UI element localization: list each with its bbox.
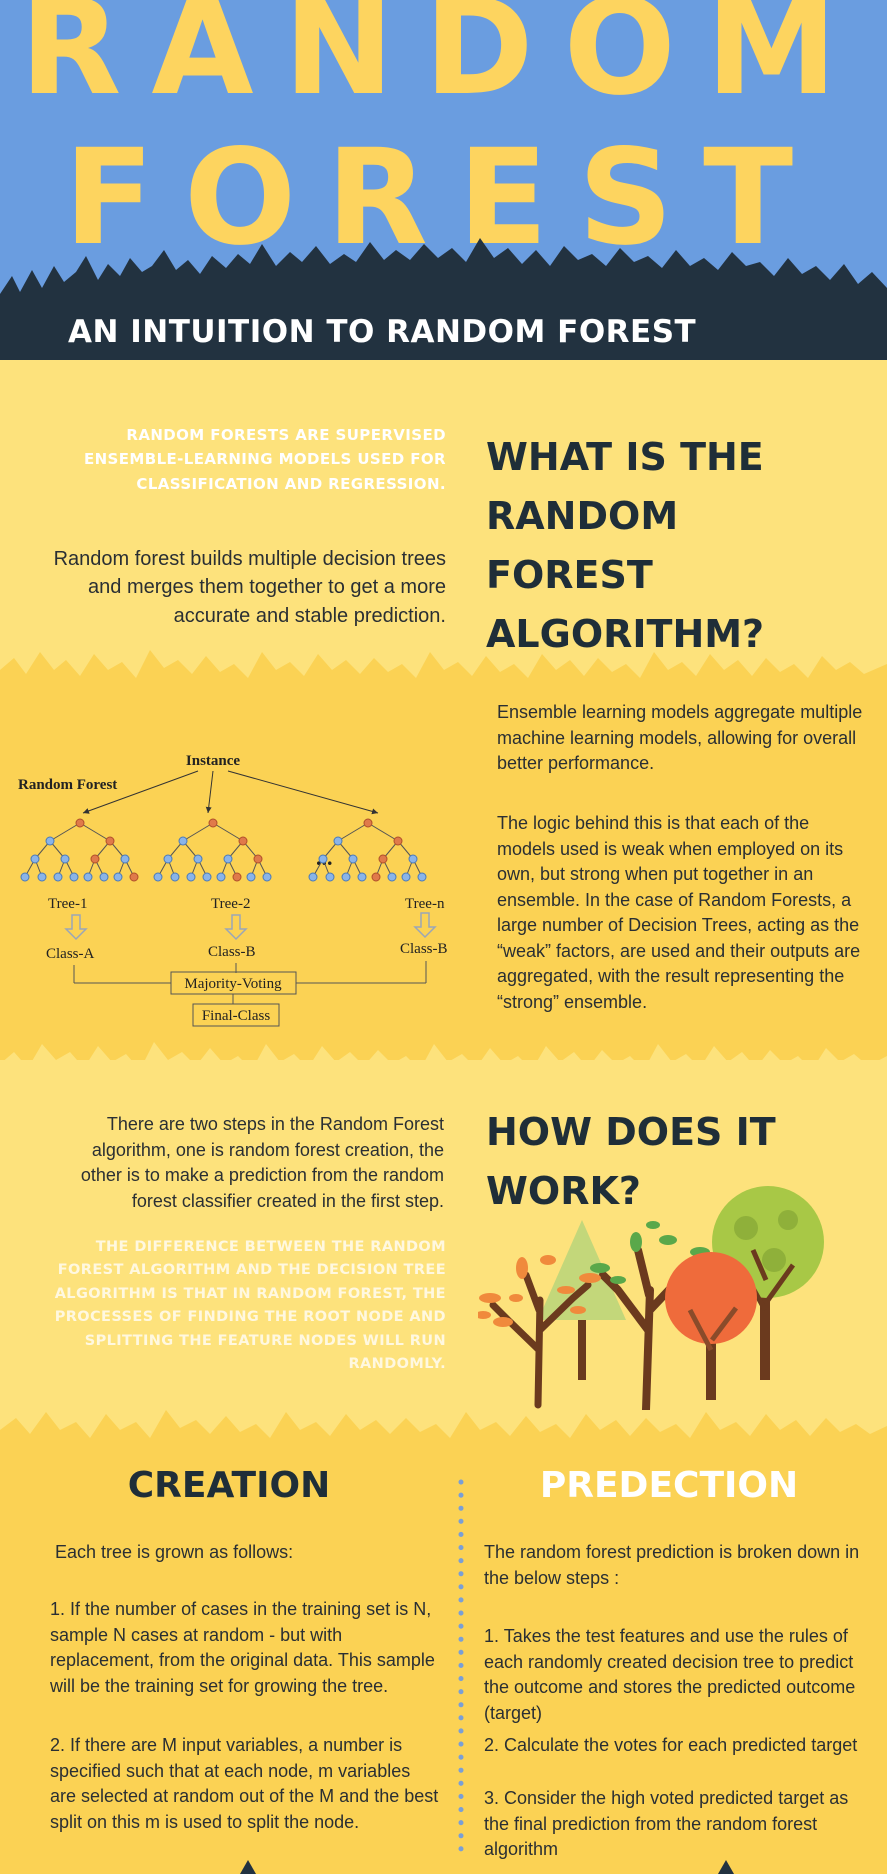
creation-step-2: 2. If there are M input variables, a num…	[50, 1735, 439, 1832]
diagram-random-forest-label: Random Forest	[18, 777, 117, 793]
what-paragraph: Random forest builds multiple decision t…	[53, 548, 446, 627]
random-forest-diagram: Instance Random Forest	[18, 753, 448, 1027]
how-caps-note: THE DIFFERENCE BETWEEN THE RANDOM FOREST…	[54, 1239, 446, 1373]
orange-round-tree-icon	[665, 1252, 757, 1400]
prediction-step-3: 3. Consider the high voted predicted tar…	[484, 1788, 849, 1860]
creation-heading: CREATION	[127, 1465, 331, 1506]
creation-intro: Each tree is grown as follows:	[55, 1542, 294, 1562]
treeline-divider-middle	[0, 1042, 887, 1090]
diagram-class-label: Class-B	[400, 941, 448, 957]
diagram-final-label: Final-Class	[202, 1008, 270, 1024]
diagram-voting-label: Majority-Voting	[184, 976, 282, 992]
diagram-class-label: Class-B	[208, 944, 256, 960]
diagram-tree-label: Tree-1	[48, 896, 87, 912]
trees-illustration	[478, 1186, 824, 1410]
header-title-line2: FOREST	[63, 121, 824, 275]
prediction-heading: PREDECTION	[539, 1465, 799, 1506]
bottom-tree-tops-icon	[240, 1860, 734, 1874]
diagram-class-label: Class-A	[46, 946, 95, 962]
diagram-down-arrows	[64, 912, 437, 941]
diagram-arrow	[82, 770, 199, 814]
how-heading: HOW DOES IT WORK?	[486, 1110, 776, 1213]
diagram-tree-label: Tree-n	[405, 896, 445, 912]
section-what-background	[0, 360, 887, 670]
diagram-tree-1	[20, 818, 139, 882]
light-green-pine-tree-icon	[538, 1220, 626, 1380]
diagram-tree-2	[153, 818, 272, 882]
prediction-intro: The random forest prediction is broken d…	[484, 1542, 860, 1588]
treeline-silhouette	[0, 238, 887, 360]
diagram-tree-label: Tree-2	[211, 896, 250, 912]
orange-leaf-tree-icon	[478, 1255, 601, 1409]
what-heading: WHAT IS THE RANDOM FOREST ALGORITHM?	[486, 435, 765, 656]
diagram-arrow	[227, 770, 379, 815]
what-caps-note: RANDOM FORESTS ARE SUPERVISED ENSEMBLE-L…	[83, 426, 446, 493]
diagram-final-box	[192, 1003, 280, 1027]
ensemble-paragraph-2: The logic behind this is that each of th…	[497, 813, 861, 1012]
header-banner: RANDOM FOREST AN INTUITION TO RANDOM FOR…	[0, 0, 887, 360]
section-ensemble-background	[0, 690, 887, 1060]
header-subtitle: AN INTUITION TO RANDOM FOREST	[68, 314, 697, 350]
section-steps-background	[0, 1452, 887, 1874]
diagram-voting-connectors	[73, 961, 427, 984]
dotted-column-divider	[458, 1479, 464, 1857]
prediction-step-1: 1. Takes the test features and use the r…	[484, 1626, 856, 1723]
treeline-divider-top	[0, 650, 887, 700]
diagram-instance-label: Instance	[186, 753, 241, 769]
diagram-arrow	[205, 770, 214, 814]
ensemble-paragraph-1: Ensemble learning models aggregate multi…	[497, 702, 863, 774]
creation-step-1: 1. If the number of cases in the trainin…	[50, 1599, 435, 1696]
header-title-line1: RANDOM	[19, 0, 868, 125]
treeline-divider-bottom	[0, 1410, 887, 1460]
prediction-step-2: 2. Calculate the votes for each predicte…	[484, 1735, 858, 1755]
how-paragraph: There are two steps in the Random Forest…	[80, 1114, 444, 1211]
diagram-tree-n	[308, 818, 427, 882]
